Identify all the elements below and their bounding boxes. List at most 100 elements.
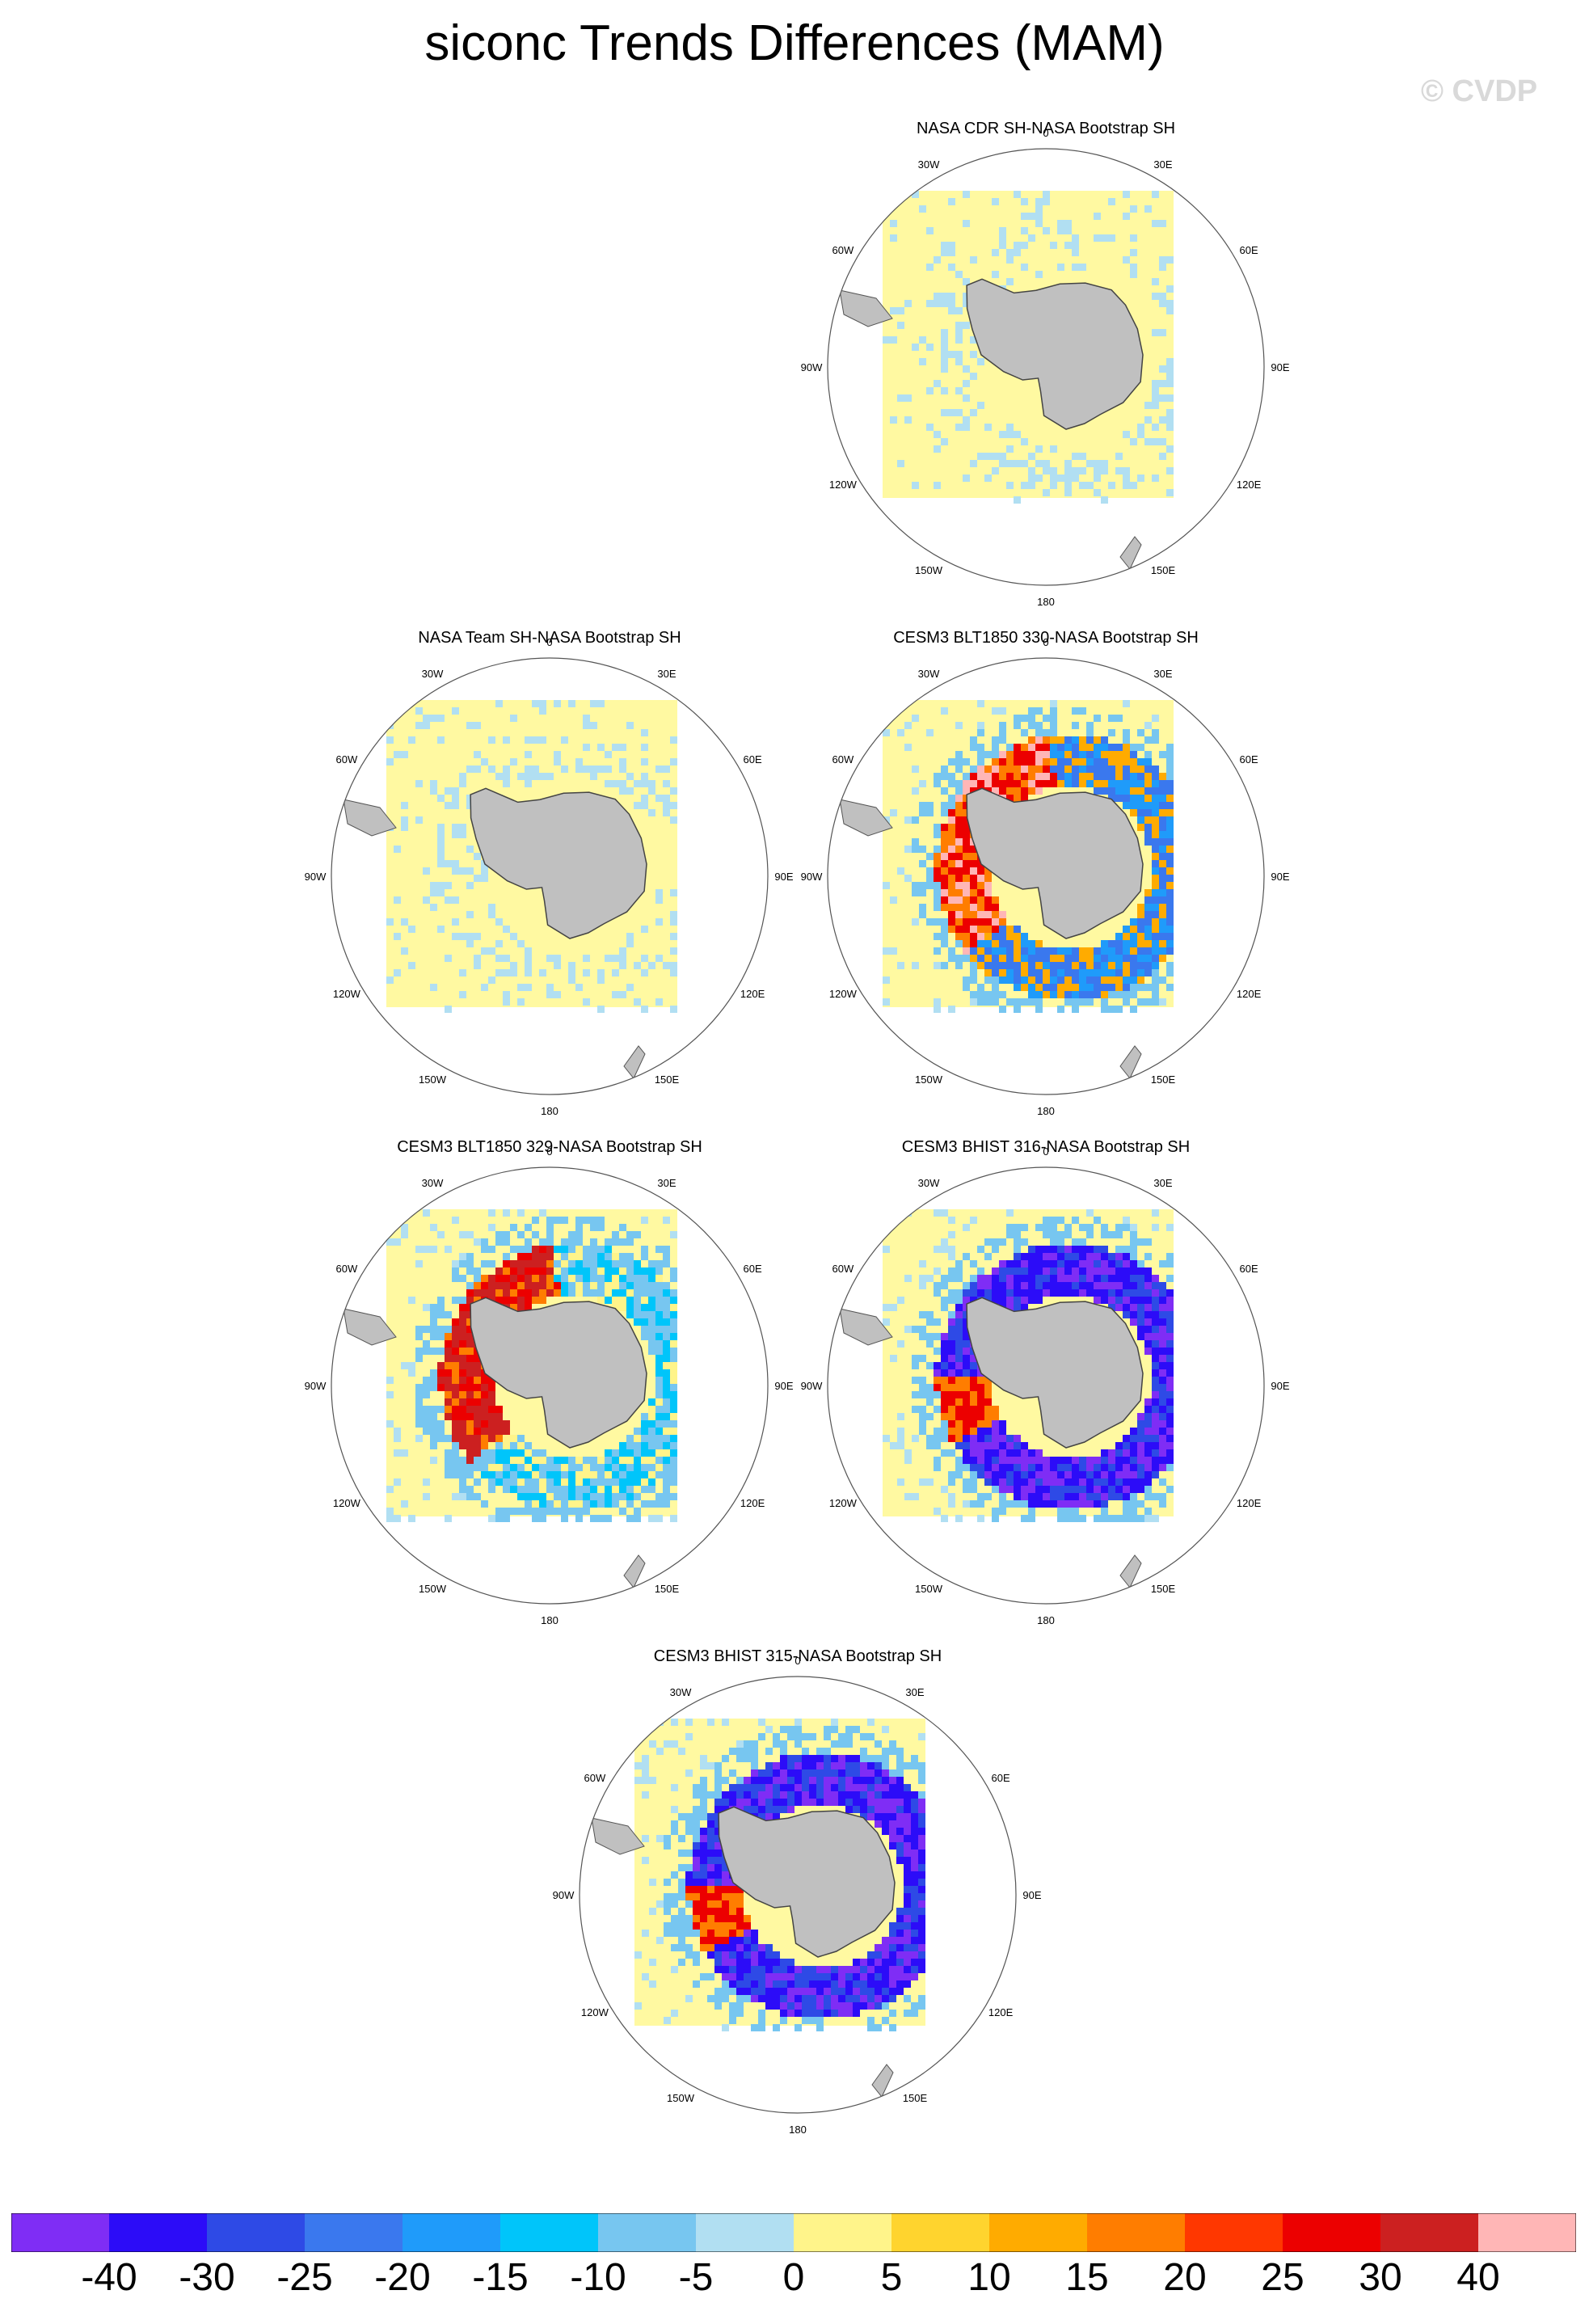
colorbar-swatch [109,2213,208,2252]
colorbar-swatch [1478,2213,1576,2252]
antarctica-land [470,787,647,939]
colorbar-tick-label: -10 [570,2256,626,2299]
meridian-label: 150E [655,1583,680,1595]
meridian-label: 90E [1271,871,1289,883]
meridian-label: 180 [1037,596,1055,608]
colorbar-swatch [598,2213,697,2252]
colorbar-swatch [1185,2213,1283,2252]
meridian-label: 180 [1037,1105,1055,1117]
colorbar-swatch [1087,2213,1186,2252]
map-panel: CESM3 BLT1850 329-NASA Bootstrap SH 0 30E… [305,1138,794,1626]
map-panel: CESM3 BHIST 316-NASA Bootstrap SH 0 30E 60… [801,1138,1290,1626]
meridian-label: 180 [541,1614,558,1626]
meridian-label: 90W [801,1380,823,1392]
meridian-label: 90W [305,871,327,883]
meridian-label: 90E [1271,361,1289,373]
meridian-label: 0 [546,1145,552,1158]
map-panel: NASA Team SH-NASA Bootstrap SH 0 30E 60E 90… [305,629,794,1117]
meridian-label: 30W [918,668,940,680]
map-boundary [827,1166,1265,1605]
meridian-label: 90W [553,1889,575,1901]
meridian-label: 60W [336,1263,358,1275]
meridian-label: 150W [915,564,943,576]
meridian-label: 150W [915,1073,943,1086]
map-boundary [579,1676,1017,2114]
map-boundary [331,657,769,1095]
meridian-label: 90E [1022,1889,1041,1901]
meridian-label: 60W [832,244,854,256]
meridian-label: 90E [1271,1380,1289,1392]
meridian-label: 0 [794,1655,800,1667]
antarctica-land [966,278,1144,430]
polar-map: 0 30E 60E 90E 120E 150E 180 150W 120W 90W 60W 30W [801,1145,1290,1626]
meridian-label: 0 [1043,636,1048,648]
meridian-label: 180 [1037,1614,1055,1626]
meridian-label: 150E [655,1073,680,1086]
antarctica-land [966,787,1144,939]
colorbar-tick-label: 5 [880,2256,903,2299]
meridian-label: 150E [1151,564,1176,576]
colorbar-tick-label: -40 [81,2256,137,2299]
panel-title: CESM3 BHIST 315-NASA Bootstrap SH [653,1647,942,1665]
colorbar-swatch [794,2213,892,2252]
meridian-label: 120W [829,1497,858,1509]
map-field [591,1719,925,2098]
meridian-label: 150W [667,2092,695,2104]
colorbar-tick-label: -30 [179,2256,235,2299]
meridian-label: 150E [1151,1583,1176,1595]
meridian-label: 60E [1240,1263,1258,1275]
antarctica-land [966,1297,1144,1449]
map-field [839,1209,1174,1588]
new-zealand-land [1119,536,1142,570]
colorbar-tick-label: -15 [472,2256,529,2299]
meridian-label: 30W [918,1177,940,1189]
polar-map: 0 30E 60E 90E 120E 150E 180 150W 120W 90W 60W 30W [553,1655,1042,2136]
meridian-label: 90E [774,871,793,883]
meridian-label: 120W [581,2006,609,2018]
antarctica-land [470,1297,647,1449]
map-field [343,700,677,1079]
colorbar-swatch [403,2213,501,2252]
new-zealand-land [623,1554,646,1588]
polar-map: 0 30E 60E 90E 120E 150E 180 150W 120W 90W 60W 30W [305,1145,794,1626]
page-title: siconc Trends Differences (MAM) [424,15,1165,71]
meridian-label: 90E [774,1380,793,1392]
colorbar-swatch [305,2213,403,2252]
meridian-label: 90W [305,1380,327,1392]
meridian-label: 120E [1237,1497,1262,1509]
meridian-label: 0 [1043,127,1048,139]
meridian-label: 120E [1237,988,1262,1000]
colorbar-tick-label: 10 [967,2256,1011,2299]
panel-title: CESM3 BLT1850 330-NASA Bootstrap SH [893,629,1199,647]
south-america-land [591,1817,645,1855]
colorbar-swatch [891,2213,990,2252]
meridian-label: 30E [657,1177,676,1189]
meridian-label: 90W [801,871,823,883]
colorbar-tick-label: 30 [1359,2256,1402,2299]
colorbar-swatch [989,2213,1088,2252]
meridian-label: 180 [541,1105,558,1117]
watermark: © CVDP [1421,74,1538,108]
south-america-land [839,289,893,327]
meridian-label: 150E [903,2092,928,2104]
meridian-label: 30W [422,1177,444,1189]
meridian-label: 120E [988,2006,1014,2018]
south-america-land [839,1308,893,1346]
map-field [343,1209,677,1588]
map-field [839,700,1174,1079]
meridian-label: 120W [829,479,858,491]
meridian-label: 150E [1151,1073,1176,1086]
meridian-label: 60E [744,1263,762,1275]
map-boundary [331,1166,769,1605]
meridian-label: 60W [336,753,358,766]
meridian-label: 60E [1240,753,1258,766]
colorbar-swatch [11,2213,110,2252]
meridian-label: 150W [419,1073,447,1086]
meridian-label: 150W [419,1583,447,1595]
meridian-label: 0 [546,636,552,648]
meridian-label: 120W [829,988,858,1000]
meridian-label: 120E [1237,479,1262,491]
colorbar [11,2213,1576,2252]
map-boundary [827,148,1265,586]
meridian-label: 60E [992,1772,1010,1784]
